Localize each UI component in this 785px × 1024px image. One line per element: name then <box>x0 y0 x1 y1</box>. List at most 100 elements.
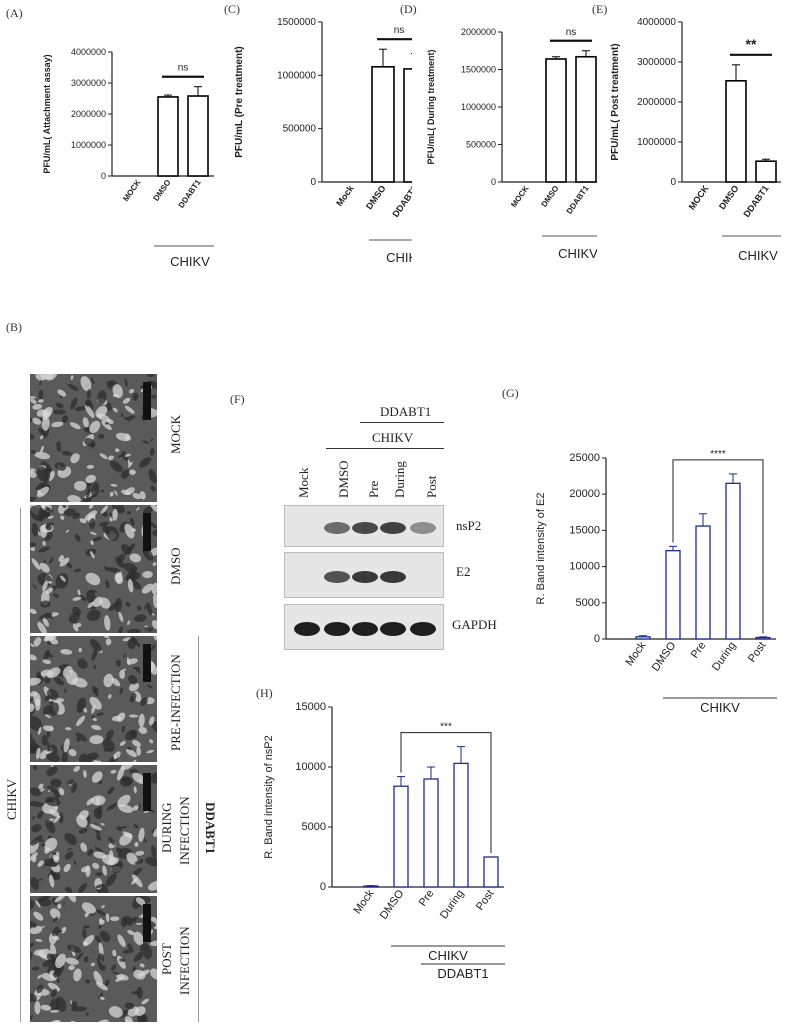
cell <box>119 740 126 746</box>
cell <box>105 579 110 589</box>
cell <box>64 727 72 731</box>
blot-band <box>324 522 350 534</box>
cell <box>61 751 68 762</box>
cell <box>151 720 157 733</box>
cell <box>153 593 157 608</box>
cell <box>110 769 117 774</box>
cell <box>46 667 61 679</box>
cell <box>98 963 106 971</box>
x-tick-label: MOCK <box>509 184 531 209</box>
cell <box>98 992 104 1000</box>
cell <box>55 402 64 409</box>
cell <box>66 779 75 785</box>
cell <box>116 973 129 981</box>
cell <box>44 847 51 854</box>
cell <box>112 407 118 413</box>
cell <box>43 675 51 684</box>
bar <box>545 58 567 183</box>
cell <box>91 771 103 783</box>
cell <box>143 810 150 814</box>
cell <box>105 873 117 887</box>
cell <box>106 802 118 811</box>
x-tick-label: Mock <box>352 887 377 916</box>
cell <box>30 835 43 846</box>
group-label: CHIKV <box>738 248 778 263</box>
cell <box>30 787 42 797</box>
cell <box>55 573 69 589</box>
group-label: CHIKV <box>428 948 468 963</box>
cell <box>142 440 149 444</box>
cell <box>60 575 66 582</box>
cell <box>96 1019 109 1022</box>
cell <box>31 522 39 537</box>
x-tick-label: DDABT1 <box>391 183 412 219</box>
cell <box>120 412 124 418</box>
chart-d-during-treatment: 0 500000 1000000 1500000 2000000 PFU/mL( Duri… <box>426 27 597 261</box>
bar <box>725 482 741 640</box>
cell <box>42 580 48 592</box>
cell <box>119 687 124 695</box>
cell <box>128 674 138 685</box>
cell <box>101 905 105 909</box>
cell <box>99 453 108 460</box>
cell <box>30 876 40 890</box>
cell <box>96 805 103 816</box>
cell <box>138 457 152 468</box>
cell <box>70 453 80 464</box>
bar <box>635 636 651 640</box>
cell <box>92 596 103 608</box>
cell <box>43 725 54 732</box>
cell <box>30 1015 34 1022</box>
significance-marker: ns <box>178 63 189 74</box>
x-tick-label: DMSO <box>650 639 679 673</box>
cell <box>94 846 104 853</box>
cell <box>126 852 138 865</box>
x-tick-label: MOCK <box>687 183 711 212</box>
cell <box>42 617 50 627</box>
bar <box>755 160 777 183</box>
significance-marker: **** <box>710 449 726 460</box>
cell <box>30 703 35 712</box>
cell <box>58 812 64 824</box>
cell <box>63 901 65 906</box>
cell <box>140 697 148 706</box>
cell <box>44 714 52 719</box>
cell <box>37 621 47 633</box>
cell <box>67 495 81 502</box>
cell <box>31 824 42 833</box>
cell <box>142 583 154 594</box>
cell <box>68 965 75 971</box>
cell <box>111 964 117 971</box>
panel-label-d: (D) <box>400 2 417 16</box>
cell <box>115 847 122 853</box>
x-tick-label: Mock <box>624 639 649 668</box>
cell <box>141 998 150 1005</box>
cell <box>91 795 106 806</box>
cell <box>91 648 98 661</box>
cell <box>53 593 60 598</box>
cell <box>139 491 146 500</box>
bar <box>575 55 597 183</box>
cell <box>111 677 121 687</box>
cell <box>90 377 95 385</box>
cell <box>78 828 88 834</box>
cell <box>80 842 88 852</box>
cell <box>151 620 157 630</box>
cell <box>90 962 95 967</box>
y-axis-label: R. Band intensity of nsP2 <box>263 735 275 859</box>
cell <box>55 953 66 969</box>
x-tick-label: Mock <box>334 183 356 208</box>
cell <box>149 940 157 946</box>
cell <box>135 897 146 906</box>
cell <box>37 878 43 882</box>
significance-marker: ns <box>566 27 577 38</box>
y-axis-label: PFU/mL( Attachment assay) <box>42 54 52 173</box>
cell <box>99 930 111 943</box>
cell <box>71 1001 78 1011</box>
cell <box>90 638 102 653</box>
cell <box>148 469 157 484</box>
cell <box>148 716 155 726</box>
y-tick-label: 2000000 <box>461 27 496 37</box>
cell <box>39 750 49 760</box>
cell <box>69 422 81 430</box>
